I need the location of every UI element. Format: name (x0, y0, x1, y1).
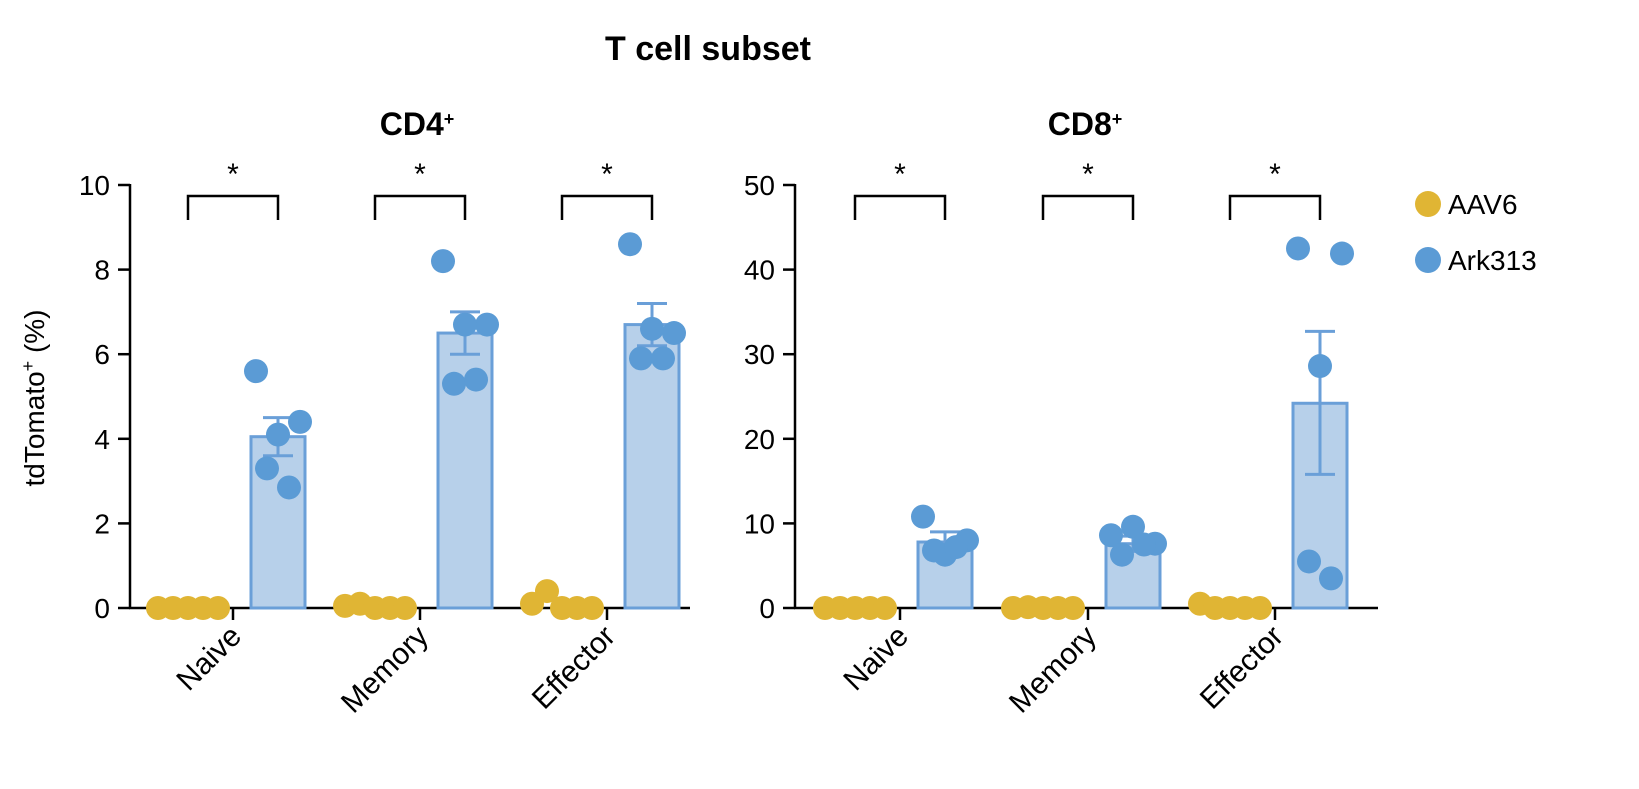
dot-ark313 (1330, 241, 1354, 266)
dot-aav6 (206, 596, 230, 620)
legend-label: Ark313 (1448, 245, 1537, 276)
legend-label: AAV6 (1448, 189, 1518, 220)
dot-ark313 (662, 321, 686, 346)
panel-title-text: CD4 (380, 106, 444, 142)
significance-bracket (1041, 194, 1135, 220)
significance-marker: * (1082, 158, 1094, 191)
dot-ark313 (1319, 566, 1343, 591)
dot-ark313 (651, 346, 675, 371)
panel-title-sup: + (1112, 109, 1123, 129)
dot-ark313 (288, 409, 312, 434)
y-axis-label: tdTomato+ (%) (18, 309, 50, 486)
significance-marker: * (414, 158, 426, 191)
significance-bracket (560, 194, 654, 220)
figure-title: T cell subset (605, 30, 811, 68)
dot-ark313 (1121, 514, 1145, 539)
significance-marker: * (1269, 158, 1281, 191)
significance-marker: * (601, 158, 613, 191)
dot-ark313 (431, 249, 455, 274)
dot-aav6 (535, 579, 559, 604)
y-tick-label: 4 (94, 424, 110, 455)
y-tick-label: 0 (759, 593, 775, 624)
dot-ark313 (464, 367, 488, 392)
panel-title: CD8+ (1048, 106, 1123, 142)
panel-title: CD4+ (380, 106, 455, 142)
dot-ark313 (453, 312, 477, 337)
dot-ark313 (277, 475, 301, 500)
y-tick-label: 8 (94, 255, 110, 286)
dot-ark313 (244, 359, 268, 384)
x-tick-label: Effector (1194, 620, 1290, 716)
legend-marker-ark313 (1415, 247, 1441, 273)
y-tick-label: 0 (94, 593, 110, 624)
y-tick-label: 20 (744, 424, 775, 455)
dot-ark313 (640, 316, 664, 341)
dot-ark313 (1132, 532, 1156, 557)
significance-marker: * (894, 158, 906, 191)
y-tick-label: 40 (744, 255, 775, 286)
y-tick-label: 10 (79, 170, 110, 201)
dot-ark313 (1297, 549, 1321, 574)
significance-bracket (186, 194, 280, 220)
panel-title-sup: + (444, 109, 455, 129)
significance-bracket (1228, 194, 1322, 220)
dot-ark313 (1308, 354, 1332, 379)
y-tick-label: 6 (94, 339, 110, 370)
y-tick-label: 30 (744, 339, 775, 370)
legend-marker-aav6 (1415, 191, 1441, 217)
dot-ark313 (1099, 523, 1123, 548)
dot-aav6 (1061, 596, 1085, 620)
dot-ark313 (266, 422, 290, 447)
dot-ark313 (618, 232, 642, 257)
bar-ark313 (623, 323, 681, 610)
dot-ark313 (1110, 542, 1134, 567)
dot-ark313 (944, 535, 968, 560)
dot-aav6 (873, 596, 897, 620)
dot-aav6 (393, 596, 417, 620)
x-tick-label: Memory (335, 620, 435, 720)
y-tick-label: 2 (94, 508, 110, 539)
x-tick-label: Naive (170, 620, 248, 698)
significance-bracket (373, 194, 467, 220)
panel-title-text: CD8 (1048, 106, 1112, 142)
y-tick-label: 10 (744, 508, 775, 539)
x-tick-label: Naive (837, 620, 915, 698)
x-tick-label: Memory (1003, 620, 1103, 720)
dot-ark313 (475, 312, 499, 337)
dot-ark313 (911, 504, 935, 529)
significance-bracket (853, 194, 947, 220)
dot-ark313 (442, 371, 466, 396)
dot-aav6 (580, 596, 604, 620)
x-tick-label: Effector (526, 620, 622, 716)
dot-aav6 (1248, 596, 1272, 620)
dot-ark313 (922, 538, 946, 563)
dot-ark313 (629, 346, 653, 371)
legend: AAV6 Ark313 (1415, 189, 1537, 276)
dot-ark313 (255, 456, 279, 481)
y-tick-label: 50 (744, 170, 775, 201)
dot-ark313 (1286, 236, 1310, 261)
significance-marker: * (227, 158, 239, 191)
